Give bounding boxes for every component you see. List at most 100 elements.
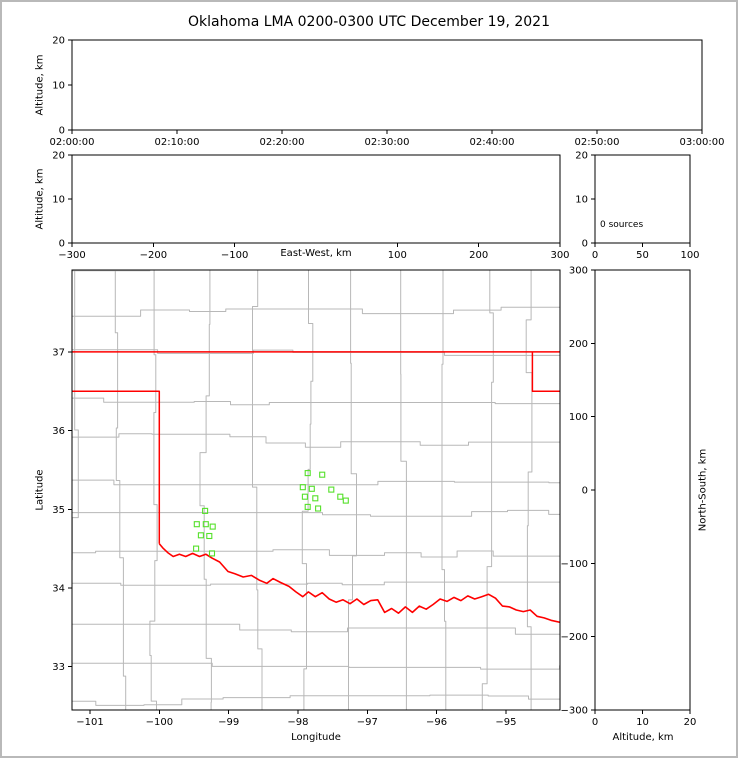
y-tick-label: 0 (582, 486, 588, 497)
x-tick-label: 10 (636, 717, 649, 728)
y-tick-label: 10 (52, 81, 65, 92)
x-tick-label: 100 (680, 250, 699, 261)
panel-ns_height: 0 10 20 −300 −200 −100 0 100 200 300 (561, 266, 697, 729)
source-point (202, 521, 209, 528)
y-tick-label: 200 (569, 339, 588, 350)
x-tick-label: 02:50:00 (575, 137, 620, 148)
y-tick-label: 20 (575, 151, 588, 162)
y-tick-label: 20 (52, 151, 65, 162)
source-point (193, 545, 200, 552)
y-tick-label: 0 (59, 239, 65, 250)
y-tick-label: 34 (52, 583, 65, 594)
source-point (312, 495, 319, 502)
county-line (348, 270, 357, 710)
county-line (72, 397, 560, 406)
county-line (72, 662, 560, 670)
county-line (72, 694, 560, 706)
x-tick-label: 02:00:00 (50, 137, 95, 148)
source-point (304, 470, 311, 477)
x-tick-label: −98 (287, 717, 308, 728)
x-tick-label: 03:00:00 (680, 137, 725, 148)
y-tick-label: −300 (561, 706, 588, 717)
source-point (197, 532, 204, 539)
county-line (72, 433, 560, 448)
panel-border (71, 154, 561, 244)
source-point (208, 550, 216, 557)
x-tick-label: 0 (592, 250, 598, 261)
county-line (72, 581, 560, 586)
figure-title: Oklahoma LMA 0200-0300 UTC December 19, … (188, 14, 550, 30)
map-layers (72, 270, 560, 710)
source-point (304, 503, 311, 510)
panel-time_height: 02:00:00 02:10:00 02:20:00 02:30:00 02:40:00… (50, 36, 725, 149)
y-tick-label: 37 (52, 347, 65, 358)
x-tick-label: −300 (58, 250, 85, 261)
ew-height-xlabel: East-West, km (280, 248, 352, 259)
x-tick-label: 02:30:00 (365, 137, 410, 148)
state-border (531, 351, 560, 392)
x-tick-label: −95 (495, 717, 516, 728)
source-point (308, 485, 315, 492)
county-line (72, 270, 79, 710)
county-line (441, 270, 447, 710)
sources-count-annotation: 0 sources (600, 220, 644, 230)
x-tick-label: 20 (684, 717, 697, 728)
source-point (342, 497, 349, 504)
river (158, 543, 560, 624)
county-line (72, 623, 560, 635)
county-line (72, 509, 560, 517)
panel-border (594, 269, 691, 711)
source-point (209, 523, 216, 530)
county-line (199, 270, 212, 710)
x-tick-label: −96 (426, 717, 447, 728)
time-height-ylabel: Altitude, km (34, 54, 46, 116)
state-border (72, 390, 161, 544)
x-tick-label: −100 (146, 717, 173, 728)
x-tick-label: 0 (592, 717, 598, 728)
source-point (202, 507, 209, 514)
panel-plan_view_map: −101 −100 −99 −98 −97 −96 −95 33 34 35 36 37 (52, 269, 561, 728)
x-tick-label: −100 (221, 250, 248, 261)
county-line (301, 270, 314, 710)
source-point (319, 471, 326, 478)
ns-height-ylabel: North-South, km (697, 448, 709, 532)
y-tick-label: 10 (52, 195, 65, 206)
y-tick-label: 36 (52, 426, 65, 437)
county-line (72, 549, 560, 558)
y-tick-label: 10 (575, 195, 588, 206)
source-point (299, 484, 306, 491)
y-tick-label: 300 (569, 266, 588, 277)
x-tick-label: 200 (469, 250, 488, 261)
y-tick-label: −100 (561, 559, 588, 570)
ns-height-xlabel: Altitude, km (612, 732, 674, 743)
y-tick-label: 35 (52, 505, 65, 516)
x-tick-label: 02:10:00 (155, 137, 200, 148)
source-point (193, 521, 200, 528)
y-tick-label: 100 (569, 412, 588, 423)
y-tick-label: 0 (582, 239, 588, 250)
x-tick-label: 50 (636, 250, 649, 261)
panel-border (71, 39, 703, 131)
county-line (72, 270, 151, 272)
panel-ew_height: −300 −200 −100 100 200 300 0 10 20 (52, 151, 569, 262)
map-ylabel: Latitude (34, 469, 46, 511)
source-point (328, 486, 335, 493)
y-tick-label: 33 (52, 662, 65, 673)
x-tick-label: −200 (140, 250, 167, 261)
source-point (337, 493, 344, 500)
y-tick-label: −200 (561, 632, 588, 643)
source-point (301, 493, 308, 500)
source-point (315, 505, 322, 512)
county-line (400, 270, 407, 710)
x-tick-label: −97 (357, 717, 378, 728)
county-line (149, 270, 158, 710)
panel-alt_histogram: 0 50 100 0 10 20 (575, 151, 699, 262)
y-tick-label: 20 (52, 36, 65, 47)
county-line (114, 270, 127, 710)
panel-border (71, 269, 561, 711)
x-tick-label: 02:40:00 (470, 137, 515, 148)
y-tick-label: 0 (59, 126, 65, 137)
x-tick-label: 02:20:00 (260, 137, 305, 148)
